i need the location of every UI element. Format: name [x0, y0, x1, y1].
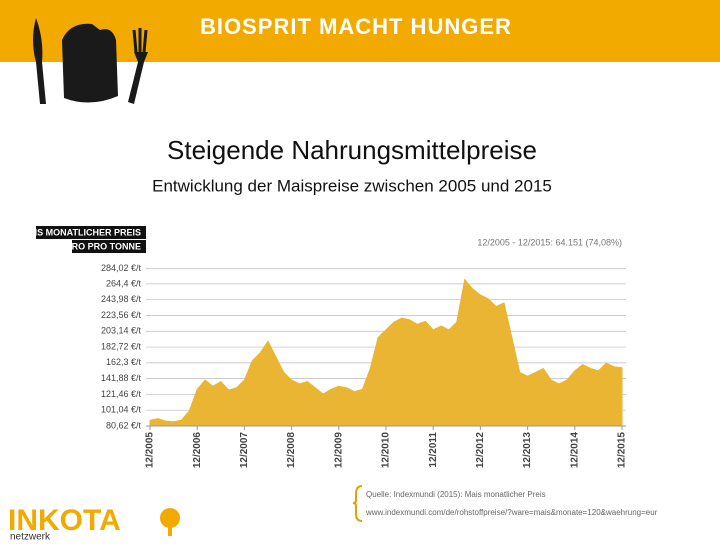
logo: INKOTA	[8, 504, 121, 537]
y-label-box	[36, 226, 146, 239]
header-title: BIOSPRIT MACHT HUNGER	[200, 14, 512, 39]
x-tick-label: 12/2008	[286, 432, 297, 469]
y-label: EURO PRO TONNE	[59, 241, 141, 251]
x-tick-label: 12/2006	[192, 432, 203, 469]
y-label-box	[72, 240, 146, 253]
x-tick-label: 12/2010	[381, 432, 392, 469]
x-tick-label: 12/2005	[145, 432, 156, 469]
area	[149, 278, 623, 427]
x-tick-label: 12/2011	[428, 432, 439, 468]
x-tick-label: 12/2015	[617, 432, 628, 469]
y-label: MAIS MONATLICHER PREIS	[21, 227, 141, 237]
y-tick-label: 80,62 €/t	[106, 420, 142, 430]
y-tick-label: 203,14 €/t	[101, 326, 142, 336]
y-tick-label: 121,46 €/t	[101, 389, 142, 399]
y-tick-label: 243,98 €/t	[101, 294, 142, 304]
source-url: www.indexmundi.com/de/rohstoffpreise/?wa…	[365, 508, 658, 517]
x-tick-label: 12/2009	[333, 432, 344, 469]
header-icon	[33, 18, 148, 104]
logo-emblem	[160, 508, 180, 536]
header-band	[0, 0, 720, 62]
x-tick-label: 12/2014	[569, 432, 580, 469]
logo-sub: netzwerk	[10, 532, 51, 540]
slide-title: Steigende Nahrungsmittelpreise	[167, 135, 537, 165]
y-tick-label: 284,02 €/t	[101, 263, 142, 273]
y-tick-label: 141,88 €/t	[101, 373, 142, 383]
x-tick-label: 12/2013	[522, 432, 533, 469]
x-tick-label: 12/2012	[475, 432, 486, 469]
x-tick-label: 12/2007	[239, 432, 250, 469]
source-bracket	[352, 485, 363, 522]
y-tick-label: 101,04 €/t	[101, 405, 142, 415]
chart-annotation: 12/2005 - 12/2015: 64.151 (74,08%)	[477, 237, 622, 247]
y-tick-label: 162,3 €/t	[106, 357, 142, 367]
y-tick-label: 223,56 €/t	[101, 310, 142, 320]
y-tick-label: 182,72 €/t	[101, 341, 142, 351]
source-text: Quelle: Indexmundi (2015): Mais monatlic…	[366, 490, 546, 499]
slide-subtitle: Entwicklung der Maispreise zwischen 2005…	[152, 176, 552, 195]
y-tick-label: 264,4 €/t	[106, 278, 142, 288]
